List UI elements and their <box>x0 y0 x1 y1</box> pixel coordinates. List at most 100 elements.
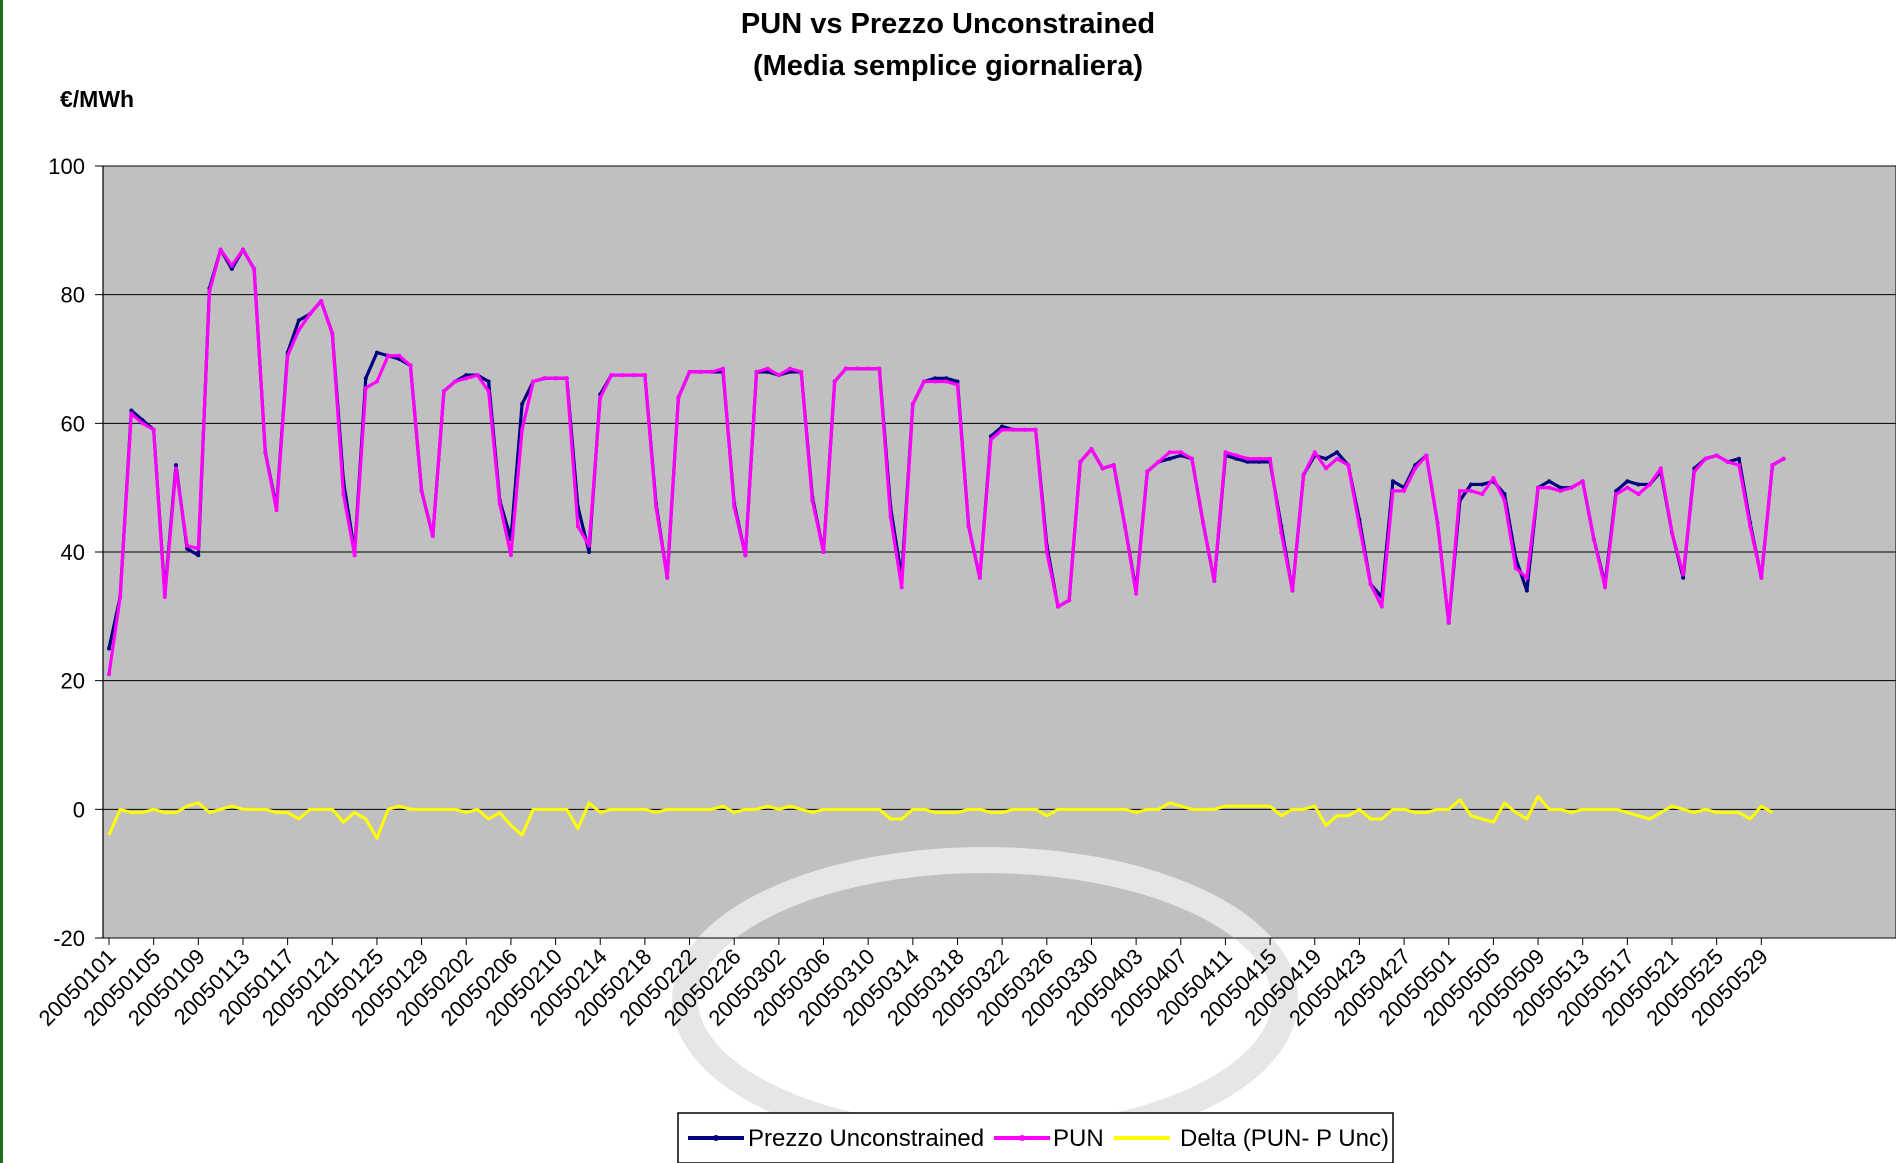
data-point <box>419 488 424 493</box>
data-point <box>1636 492 1641 497</box>
series-line <box>107 794 1774 840</box>
data-point <box>1055 604 1060 609</box>
data-point <box>486 379 491 384</box>
data-point <box>229 263 234 268</box>
data-point <box>1536 485 1541 490</box>
data-point <box>575 524 580 529</box>
data-point <box>1770 463 1775 468</box>
data-point <box>1368 582 1373 587</box>
gridlines <box>103 165 1896 939</box>
data-point <box>1759 575 1764 580</box>
legend: Prezzo Unconstrained PUN Delta (PUN- P Unc… <box>677 1112 1394 1163</box>
data-point <box>1379 604 1384 609</box>
data-point <box>1044 550 1049 554</box>
data-point <box>475 373 480 378</box>
data-point <box>263 450 268 455</box>
data-point <box>832 379 837 384</box>
data-point <box>296 318 301 323</box>
data-point <box>1323 466 1328 471</box>
data-point <box>129 411 134 416</box>
data-point <box>1603 585 1608 590</box>
data-point <box>776 373 781 378</box>
y-tick-label: 40 <box>61 540 85 565</box>
chart-title: PUN vs Prezzo Unconstrained <box>741 8 1155 40</box>
data-point <box>810 498 815 503</box>
data-point <box>453 379 458 384</box>
data-point <box>620 373 625 378</box>
data-point <box>1201 521 1206 526</box>
data-point <box>866 366 871 371</box>
data-point <box>1480 482 1485 487</box>
data-point <box>196 546 201 551</box>
y-tick-label: 0 <box>73 797 85 822</box>
legend-label: Delta (PUN- P Unc) <box>1180 1125 1389 1152</box>
data-point <box>285 353 290 358</box>
data-point <box>1357 524 1362 529</box>
data-point <box>843 366 848 371</box>
data-point <box>1402 488 1407 493</box>
data-point <box>788 366 793 371</box>
chart-subtitle: (Media semplice giornaliera) <box>753 50 1143 82</box>
y-axis-unit: €/MWh <box>60 86 134 112</box>
data-point <box>1167 456 1172 461</box>
data-point <box>1145 469 1150 474</box>
data-point <box>1681 572 1686 577</box>
data-point <box>374 350 379 355</box>
data-point <box>1681 575 1686 580</box>
data-point <box>229 266 234 271</box>
data-point <box>1457 488 1462 493</box>
data-point <box>553 376 558 381</box>
data-point <box>207 289 212 294</box>
data-point <box>564 376 569 381</box>
data-point <box>240 247 245 252</box>
data-point <box>1413 466 1418 471</box>
data-point <box>1122 524 1127 529</box>
data-point <box>743 553 748 558</box>
data-point <box>1469 482 1474 487</box>
data-point <box>218 247 223 252</box>
data-point <box>1223 450 1228 455</box>
data-point <box>1089 447 1094 452</box>
data-point <box>1268 456 1273 461</box>
data-point <box>1234 453 1239 458</box>
data-point <box>899 585 904 590</box>
data-point <box>877 366 882 371</box>
data-point <box>363 376 368 381</box>
data-point <box>531 379 536 384</box>
data-point <box>631 373 636 378</box>
data-point <box>1245 459 1250 464</box>
data-point <box>252 266 257 271</box>
data-point <box>955 382 960 387</box>
data-point <box>944 379 949 384</box>
data-point <box>665 575 670 580</box>
legend-marker <box>1019 1135 1025 1141</box>
data-point <box>140 421 145 426</box>
data-point <box>1323 456 1328 461</box>
data-point <box>1692 469 1697 474</box>
data-point <box>1737 456 1741 461</box>
data-point <box>107 672 111 677</box>
data-point <box>1670 530 1675 535</box>
data-point <box>497 501 502 506</box>
data-point <box>1591 537 1596 542</box>
data-point <box>374 379 379 384</box>
data-point <box>1011 427 1016 432</box>
data-point <box>855 366 860 371</box>
data-point <box>408 363 413 368</box>
data-point <box>542 376 547 381</box>
data-point <box>1435 521 1440 526</box>
data-point <box>1245 456 1250 461</box>
data-point <box>1100 466 1105 471</box>
y-tick-label: 60 <box>61 411 85 436</box>
data-point <box>709 369 714 374</box>
data-point <box>185 543 190 548</box>
data-point <box>173 466 178 471</box>
data-point <box>274 508 279 513</box>
data-point <box>1480 492 1485 497</box>
data-point <box>933 376 938 381</box>
y-tick-label: -20 <box>53 926 85 951</box>
data-point <box>508 553 513 558</box>
data-point <box>296 328 301 333</box>
data-point <box>1558 488 1563 493</box>
